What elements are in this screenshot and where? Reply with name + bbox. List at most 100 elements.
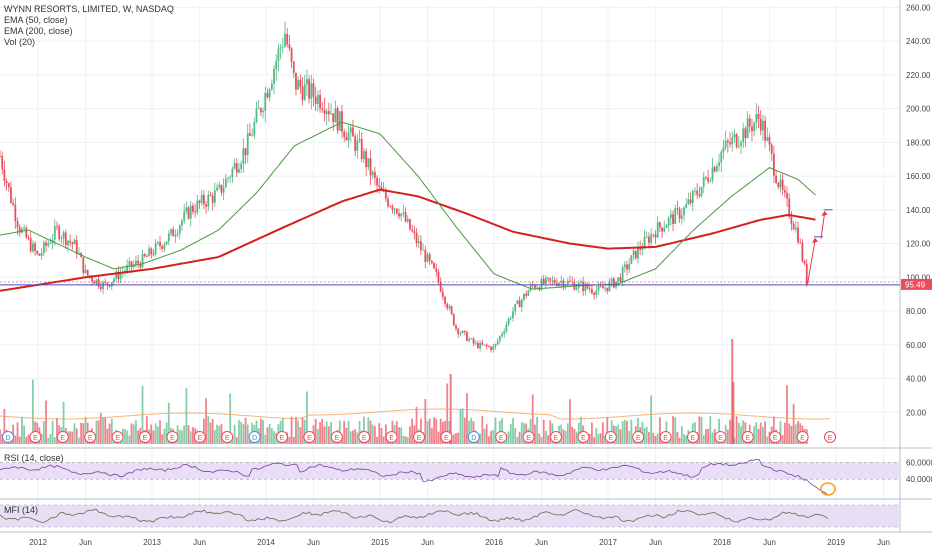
volume-bar [455,433,457,444]
date-label: Jun [763,538,776,547]
volume-bar [325,421,328,444]
candle-body [150,248,153,255]
volume-bar [266,427,269,444]
volume-bar [108,423,111,444]
candle-body [783,189,786,193]
mfi-pane[interactable] [0,504,900,528]
candle-body [198,200,201,203]
volume-bar [16,422,19,444]
rsi-label[interactable]: RSI (14, close) [4,453,64,463]
volume-bar [349,431,352,444]
volume-bar [14,435,17,444]
volume-bar [124,428,126,444]
candle-body [799,242,802,243]
candle-body [705,177,707,178]
candle-body [658,222,661,228]
candle-body [536,287,539,289]
candle-body [584,283,587,292]
candle-body [308,79,311,99]
volume-bar [461,408,464,444]
price-axis[interactable]: 260.00 240.00 220.00 200.00 180.00 160.00 140.… [901,3,932,484]
candle-body [612,278,615,288]
candle-body [472,338,475,344]
candle-body [685,204,688,208]
candle-body [523,293,525,300]
candle-body [312,83,315,97]
candle-body [641,248,644,250]
candle-body [604,287,606,289]
ema50-legend[interactable]: EMA (50, close) [4,15,68,25]
candle-body [53,226,56,240]
volume-bar [21,416,23,444]
earnings-marker [577,431,590,443]
candle-body [645,236,648,238]
marker-letter: D [471,435,476,442]
volume-legend[interactable]: Vol (20) [4,37,36,47]
candle-body [770,144,773,154]
last-price-value: 95.49 [905,280,926,289]
candle-body [279,47,282,49]
price-tick-label: 60.00 [906,341,927,350]
candle-body [474,343,477,344]
candle-body [216,187,218,191]
volume-bar [220,423,223,444]
volume-bar [485,424,488,444]
candle-body [726,140,729,143]
volume-bar [652,432,655,444]
volume-bar [281,417,284,444]
price-tick-label: 120.00 [906,240,931,249]
candle-body [163,244,166,249]
date-label: Jun [193,538,206,547]
earnings-marker [29,431,42,443]
candle-body [729,142,731,145]
candle-body [93,281,96,284]
volume-bar [406,437,409,444]
volume-bar [494,417,497,444]
projection-arrow [807,240,816,285]
earnings-marker [193,431,206,443]
candle-body [558,282,560,286]
candle-body [402,212,405,214]
candle-body [108,284,111,287]
candle-body [354,136,357,151]
volume-bar [378,423,381,444]
candle-body [542,278,545,284]
price-tick-label: 240.00 [906,37,931,46]
candle-body [95,279,98,284]
earnings-marker [440,431,453,443]
candle-body [698,194,701,196]
candle-body [62,232,65,239]
time-axis[interactable]: 2012 Jun 2013 Jun 2014 Jun 2015 Jun 2016 Jun 2017 J… [29,538,890,547]
volume-bar [573,428,576,444]
candle-body [544,277,547,284]
mfi-label[interactable]: MFI (14) [4,505,39,515]
candle-body [213,190,216,203]
candle-body [154,243,157,255]
candle-body [503,331,506,335]
volume-bar [165,422,168,444]
marker-letter: E [581,435,586,442]
volume-bar [726,429,729,444]
candle-body [106,282,109,285]
candle-body [115,271,118,279]
volume-bar [562,429,565,444]
earnings-marker [495,431,508,443]
volume-bar [792,403,795,444]
ema200-legend[interactable]: EMA (200, close) [4,26,73,36]
candle-body [468,338,471,341]
candle-body [323,109,326,115]
candle-body [12,202,15,205]
candle-body [637,246,639,259]
volume-bar [181,430,183,444]
candle-body [772,153,775,176]
volume-spike [731,339,734,444]
volume-bar [292,436,295,444]
candle-body [119,272,122,280]
candle-body [284,33,286,47]
candle-body [711,167,714,181]
candle-body [496,340,499,344]
volume-bar [352,430,354,444]
candle-body [178,225,181,234]
rsi-pane[interactable] [0,458,900,496]
